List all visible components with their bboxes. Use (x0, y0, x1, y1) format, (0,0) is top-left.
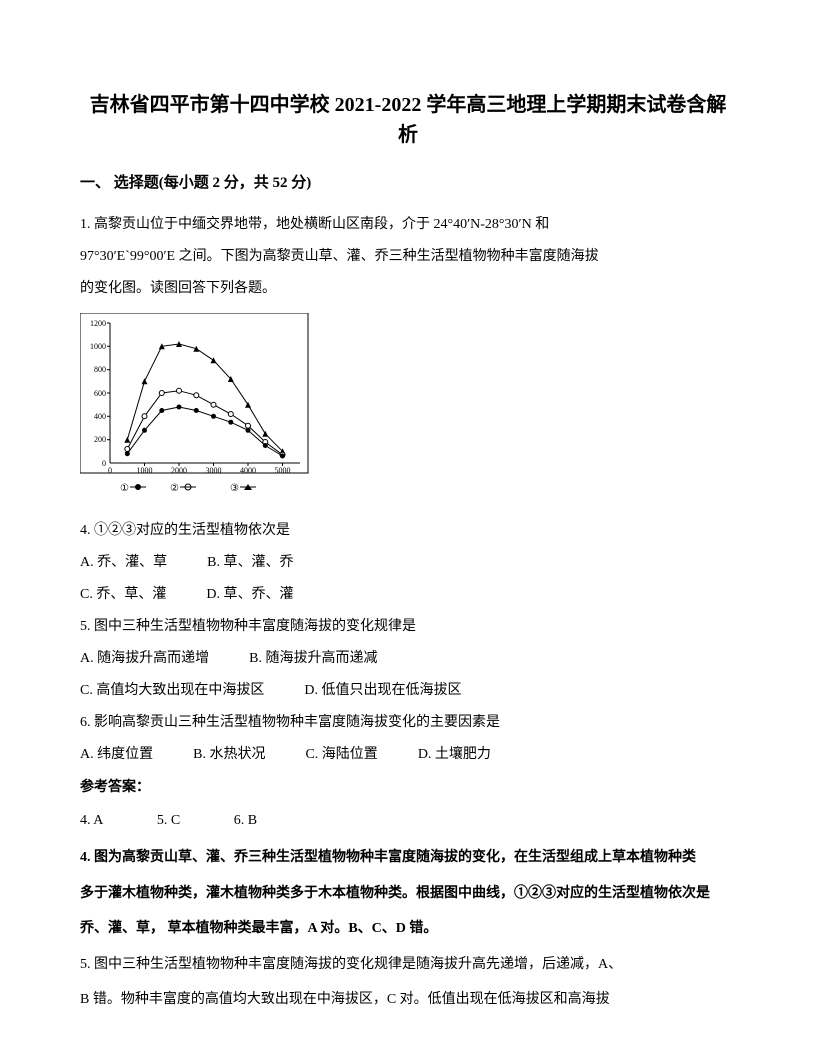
svg-text:②: ② (170, 483, 179, 494)
svg-text:600: 600 (94, 389, 106, 398)
q6-option-d: D. 土壤肥力 (418, 741, 491, 769)
explanation-5-line2: B 错。物种丰富度的高值均大致出现在中海拔区，C 对。低值出现在低海拔区和高海拔 (80, 985, 736, 1014)
intro-line-1: 1. 高黎贡山位于中缅交界地带，地处横断山区南段，介于 24°40′N-28°3… (80, 211, 736, 239)
q4-option-c: C. 乔、草、灌 (80, 581, 166, 609)
svg-text:1000: 1000 (90, 342, 106, 351)
svg-text:0: 0 (108, 466, 112, 475)
explanation-5-line1: 5. 图中三种生活型植物物种丰富度随海拔的变化规律是随海拔升高先递增，后递减，A… (80, 950, 736, 979)
answer-5: 5. C (157, 813, 180, 828)
svg-text:①: ① (120, 483, 129, 494)
svg-text:800: 800 (94, 365, 106, 374)
answer-row: 4. A 5. C 6. B (80, 808, 736, 833)
q5-option-b: B. 随海拔升高而递减 (249, 645, 377, 673)
q5-options-row2: C. 高值均大致出现在中海拔区 D. 低值只出现在低海拔区 (80, 677, 736, 705)
q6-option-a: A. 纬度位置 (80, 741, 153, 769)
question-6: 6. 影响高黎贡山三种生活型植物物种丰富度随海拔变化的主要因素是 (80, 709, 736, 737)
q5-option-a: A. 随海拔升高而递增 (80, 645, 209, 673)
q4-option-b: B. 草、灌、乔 (207, 549, 293, 577)
svg-text:4000: 4000 (240, 466, 256, 475)
explanation-4-line1: 4. 图为高黎贡山草、灌、乔三种生活型植物物种丰富度随海拔的变化，在生活型组成上… (80, 843, 736, 872)
svg-text:2000: 2000 (171, 466, 187, 475)
explanation-4-line2: 多于灌木植物种类，灌木植物种类多于木本植物种类。根据图中曲线，①②③对应的生活型… (80, 879, 736, 908)
q6-option-c: C. 海陆位置 (305, 741, 377, 769)
svg-text:③: ③ (230, 483, 239, 494)
q6-options-row: A. 纬度位置 B. 水热状况 C. 海陆位置 D. 土壤肥力 (80, 741, 736, 769)
q4-options-row2: C. 乔、草、灌 D. 草、乔、灌 (80, 581, 736, 609)
svg-text:3000: 3000 (206, 466, 222, 475)
q4-option-a: A. 乔、灌、草 (80, 549, 167, 577)
svg-text:0: 0 (102, 459, 106, 468)
exam-title: 吉林省四平市第十四中学校 2021-2022 学年高三地理上学期期末试卷含解析 (80, 90, 736, 150)
q5-option-d: D. 低值只出现在低海拔区 (304, 677, 461, 705)
explanation-4-line3: 乔、灌、草， 草本植物种类最丰富，A 对。B、C、D 错。 (80, 914, 736, 943)
q4-option-d: D. 草、乔、灌 (206, 581, 293, 609)
q4-options-row1: A. 乔、灌、草 B. 草、灌、乔 (80, 549, 736, 577)
question-4: 4. ①②③对应的生活型植物依次是 (80, 517, 736, 545)
question-5: 5. 图中三种生活型植物物种丰富度随海拔的变化规律是 (80, 613, 736, 641)
intro-line-3: 的变化图。读图回答下列各题。 (80, 275, 736, 303)
q5-option-c: C. 高值均大致出现在中海拔区 (80, 677, 264, 705)
svg-text:5000: 5000 (275, 466, 291, 475)
svg-text:400: 400 (94, 412, 106, 421)
q5-options-row1: A. 随海拔升高而递增 B. 随海拔升高而递减 (80, 645, 736, 673)
answer-4: 4. A (80, 813, 103, 828)
intro-line-2: 97°30′E`99°00′E 之间。下图为高黎贡山草、灌、乔三种生活型植物物种… (80, 243, 736, 271)
section-header: 一、 选择题(每小题 2 分，共 52 分) (80, 170, 736, 197)
chart-container: 0 200 400 600 800 1000 1200 0 1000 2000 … (80, 313, 736, 503)
answer-keys-label: 参考答案： (80, 775, 736, 800)
richness-chart: 0 200 400 600 800 1000 1200 0 1000 2000 … (80, 313, 310, 503)
svg-text:1200: 1200 (90, 319, 106, 328)
answer-6: 6. B (234, 813, 257, 828)
svg-text:200: 200 (94, 435, 106, 444)
svg-text:1000: 1000 (137, 466, 153, 475)
q6-option-b: B. 水热状况 (193, 741, 265, 769)
